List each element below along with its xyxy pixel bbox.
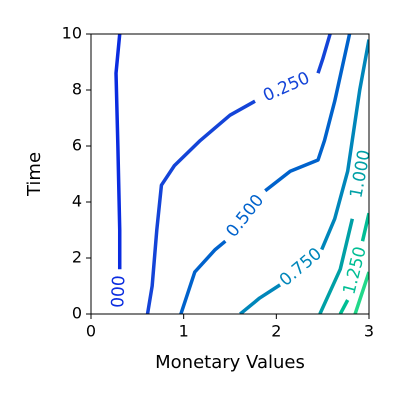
y-tick-label: 6	[72, 136, 82, 155]
contour-line	[179, 34, 352, 314]
contour-label: 0.750	[276, 244, 326, 291]
x-axis-label: Monetary Values	[155, 352, 305, 373]
contour-line	[353, 271, 369, 314]
x-tick-label: 0	[86, 322, 96, 341]
contour-line	[116, 34, 120, 314]
contour-label: 1.000	[346, 148, 375, 200]
y-tick-label: 8	[72, 80, 82, 99]
contour-line	[338, 212, 369, 314]
y-tick-label: 0	[72, 304, 82, 323]
y-axis-label: Time	[24, 152, 45, 197]
x-tick-label: 2	[271, 322, 281, 341]
x-tick-label: 3	[364, 322, 374, 341]
x-tick-label: 1	[179, 322, 189, 341]
y-tick-label: 2	[72, 248, 82, 267]
contour-label: 0.500	[222, 191, 268, 242]
y-tick-label: 10	[62, 24, 82, 43]
y-tick-label: 4	[72, 192, 82, 211]
contour-label: 000	[108, 275, 129, 308]
axes-frame	[90, 33, 370, 315]
contour-label: 0.250	[260, 68, 313, 106]
contour-line	[145, 34, 332, 314]
contour-line	[239, 39, 369, 314]
